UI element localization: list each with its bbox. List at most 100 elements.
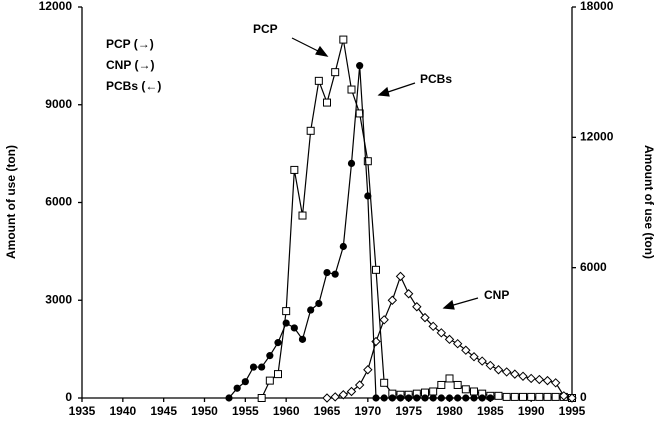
x-tick-label: 1945 bbox=[150, 404, 177, 418]
x-tick-label: 1985 bbox=[477, 404, 504, 418]
marker bbox=[445, 394, 454, 402]
marker bbox=[453, 380, 462, 389]
y-tick-label: 9000 bbox=[45, 97, 72, 111]
marker bbox=[372, 265, 380, 274]
marker bbox=[347, 159, 356, 167]
marker bbox=[403, 289, 414, 299]
legend-label: CNP (→) bbox=[106, 58, 154, 72]
marker bbox=[501, 367, 512, 377]
annotation: PCP bbox=[253, 22, 278, 36]
marker bbox=[396, 394, 405, 402]
marker bbox=[388, 394, 396, 402]
x-tick-label: 1975 bbox=[395, 404, 422, 418]
marker bbox=[510, 369, 520, 379]
marker bbox=[346, 386, 357, 397]
marker bbox=[452, 338, 463, 349]
y2-tick-label: 0 bbox=[580, 390, 587, 404]
marker bbox=[494, 391, 503, 400]
marker bbox=[307, 306, 315, 314]
marker bbox=[233, 384, 241, 392]
marker bbox=[477, 356, 487, 366]
marker bbox=[444, 334, 455, 345]
marker bbox=[420, 312, 430, 323]
marker bbox=[518, 371, 528, 381]
marker bbox=[387, 295, 398, 305]
marker bbox=[282, 307, 291, 316]
marker bbox=[306, 126, 315, 135]
marker bbox=[469, 352, 479, 362]
marker bbox=[413, 394, 421, 402]
marker bbox=[372, 394, 380, 402]
x-tick-label: 1980 bbox=[436, 404, 463, 418]
y-tick-label: 0 bbox=[65, 390, 72, 404]
marker bbox=[356, 62, 364, 70]
y-axis-label: Amount of use (ton) bbox=[4, 145, 18, 259]
marker bbox=[339, 35, 348, 44]
marker bbox=[354, 380, 365, 390]
marker bbox=[225, 394, 233, 402]
marker bbox=[395, 271, 406, 282]
marker bbox=[363, 365, 373, 375]
x-tick-label: 1990 bbox=[518, 404, 545, 418]
marker bbox=[445, 374, 454, 383]
marker bbox=[380, 378, 389, 387]
marker bbox=[380, 394, 388, 402]
legend-label: PCBs (←) bbox=[106, 79, 161, 93]
marker bbox=[298, 335, 307, 343]
marker bbox=[266, 352, 274, 360]
marker bbox=[241, 378, 249, 386]
marker bbox=[478, 394, 486, 402]
marker bbox=[485, 360, 496, 371]
marker bbox=[290, 165, 299, 174]
marker bbox=[437, 380, 446, 389]
marker bbox=[470, 387, 478, 396]
x-tick-label: 1950 bbox=[191, 404, 218, 418]
y-tick-label: 3000 bbox=[45, 292, 72, 306]
marker bbox=[363, 157, 372, 166]
marker bbox=[527, 392, 536, 401]
marker bbox=[412, 302, 422, 312]
marker bbox=[437, 394, 445, 402]
marker bbox=[314, 76, 323, 85]
marker bbox=[364, 192, 372, 200]
x-tick-label: 1970 bbox=[354, 404, 381, 418]
marker bbox=[315, 299, 323, 308]
x-tick-label: 1960 bbox=[273, 404, 300, 418]
x-tick-label: 1940 bbox=[109, 404, 136, 418]
marker bbox=[429, 387, 438, 396]
y2-tick-label: 12000 bbox=[580, 130, 614, 144]
marker bbox=[436, 328, 447, 338]
marker bbox=[282, 319, 290, 327]
marker bbox=[502, 392, 511, 401]
y-tick-label: 6000 bbox=[45, 195, 72, 209]
marker bbox=[542, 375, 553, 386]
marker bbox=[535, 392, 544, 401]
marker bbox=[338, 390, 349, 400]
y2-axis-label: Amount of use (ton) bbox=[642, 145, 656, 259]
x-tick-label: 1995 bbox=[559, 404, 586, 418]
marker bbox=[339, 242, 347, 251]
x-tick-label: 1935 bbox=[69, 404, 96, 418]
marker bbox=[290, 324, 298, 332]
marker bbox=[257, 394, 266, 402]
y2-tick-label: 6000 bbox=[580, 260, 607, 274]
y2-tick-label: 18000 bbox=[580, 0, 614, 13]
marker bbox=[323, 98, 331, 107]
marker bbox=[274, 339, 282, 347]
marker bbox=[559, 391, 569, 401]
x-tick-label: 1955 bbox=[232, 404, 259, 418]
marker bbox=[298, 211, 307, 220]
marker bbox=[493, 365, 504, 375]
marker bbox=[405, 394, 413, 402]
marker bbox=[330, 392, 340, 402]
marker bbox=[486, 394, 494, 402]
marker bbox=[249, 363, 258, 371]
annotation: PCBs bbox=[420, 72, 452, 86]
y-tick-label: 12000 bbox=[39, 0, 73, 13]
marker bbox=[543, 392, 552, 401]
marker bbox=[534, 374, 545, 385]
marker bbox=[274, 370, 282, 379]
marker bbox=[379, 315, 389, 325]
series-line bbox=[261, 39, 573, 399]
